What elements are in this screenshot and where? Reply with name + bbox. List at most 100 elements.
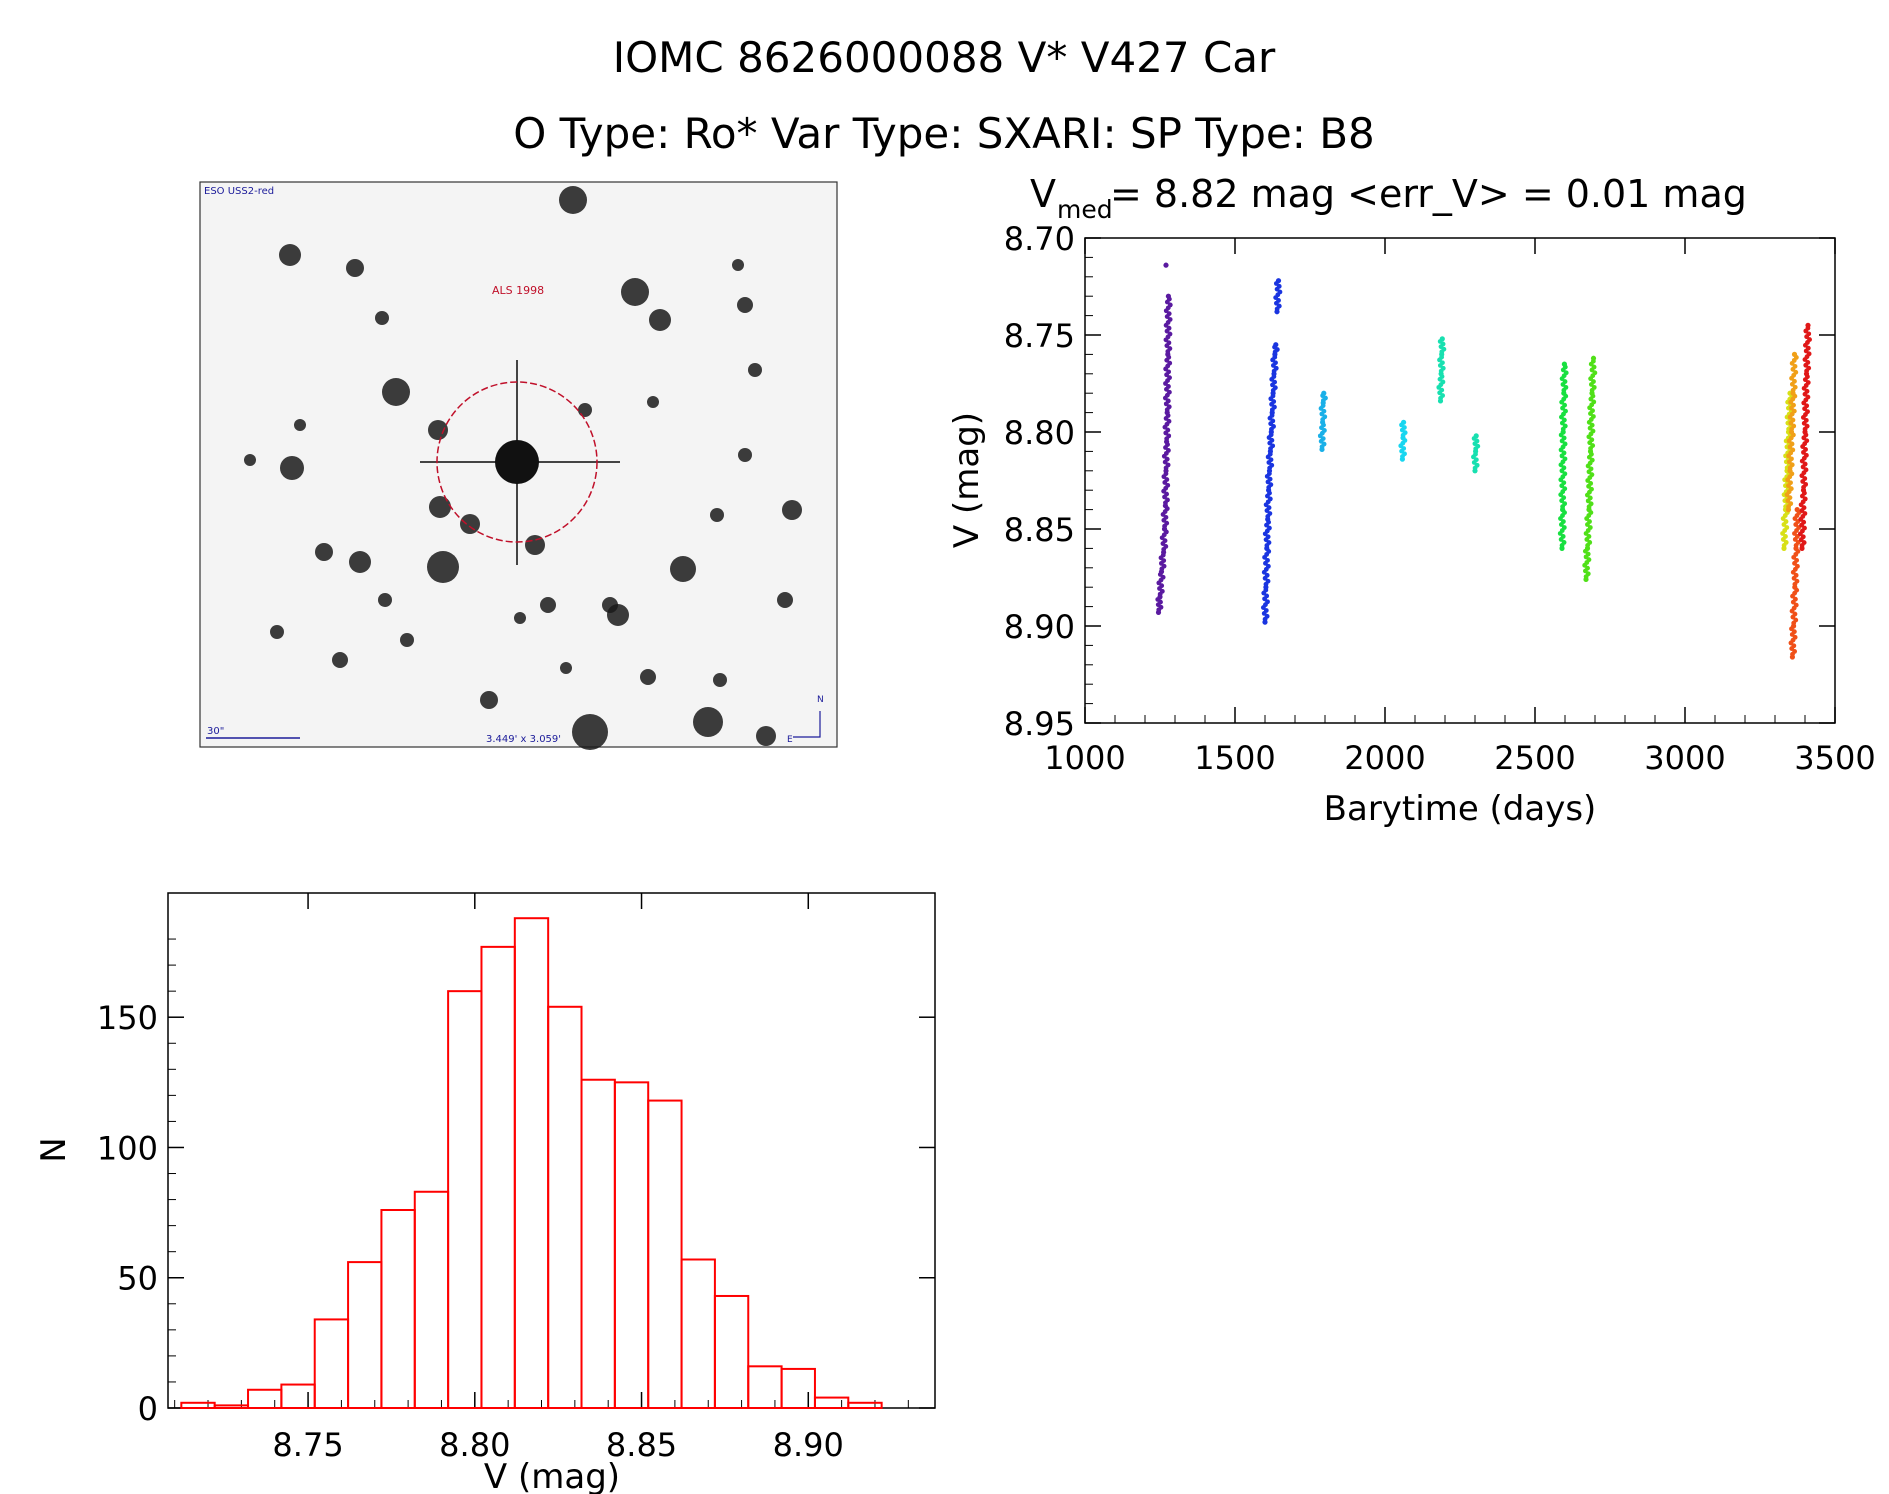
lc-point — [1166, 340, 1172, 346]
lc-point — [1266, 548, 1272, 554]
lc-point — [1166, 354, 1172, 360]
lc-point — [1167, 346, 1173, 351]
lc-point — [1792, 384, 1798, 390]
field-star — [428, 420, 448, 440]
lc-xtick-label: 3500 — [1794, 739, 1875, 777]
lc-point — [1793, 354, 1799, 360]
lc-frame — [1084, 237, 1836, 724]
lc-point — [1167, 317, 1173, 322]
lc-point — [1802, 511, 1808, 516]
hist-bar — [213, 1404, 250, 1410]
lc-point — [1166, 433, 1172, 439]
lc-point — [1561, 465, 1567, 471]
lc-title-med: med — [1057, 195, 1113, 224]
lc-point — [1589, 472, 1595, 478]
lc-point — [1784, 525, 1790, 530]
lc-point — [1264, 593, 1270, 599]
hist-bar — [613, 1081, 650, 1410]
lc-point — [1783, 519, 1789, 524]
lc-point — [1587, 525, 1593, 530]
lc-point — [1267, 451, 1273, 457]
lc-point — [1783, 534, 1788, 539]
lc-point — [1269, 412, 1275, 418]
lc-point — [1794, 587, 1800, 593]
lc-point — [1804, 438, 1810, 444]
lc-ytick-label: 8.85 — [1004, 511, 1075, 549]
field-star — [294, 419, 306, 431]
field-star — [756, 726, 776, 746]
hist-bar — [380, 1209, 416, 1409]
lc-point — [1790, 417, 1796, 423]
hist-bar — [547, 1005, 583, 1410]
lc-point — [1165, 482, 1171, 488]
hist-bar — [580, 1078, 616, 1409]
lc-point — [1793, 617, 1799, 623]
field-star — [649, 309, 671, 331]
lc-point — [1562, 510, 1567, 515]
lc-point — [1167, 360, 1173, 366]
lc-point — [1800, 534, 1806, 540]
lc-point — [1582, 548, 1588, 554]
lc-point — [1802, 476, 1808, 481]
lc-point — [1788, 486, 1794, 492]
hist-bar — [647, 1099, 683, 1410]
compass-icon — [793, 711, 821, 738]
lc-point — [1402, 438, 1408, 443]
lc-point — [1167, 302, 1173, 308]
lc-point — [1794, 578, 1800, 584]
lc-xtick-label: 2000 — [1344, 739, 1425, 777]
lc-point — [1160, 552, 1166, 558]
lc-point — [1272, 354, 1278, 360]
field-star — [621, 278, 649, 306]
light-curve-plot: V med = 8.82 mag <err_V> = 0.01 mag 8.70… — [947, 172, 1876, 829]
lc-point — [1801, 519, 1807, 525]
lc-point — [1795, 540, 1801, 545]
field-star — [279, 244, 301, 266]
lc-point — [1439, 374, 1445, 379]
lc-y-axis: 8.70 8.75 8.80 8.85 8.90 8.95 — [1004, 220, 1835, 743]
lc-xtick-label: 3000 — [1644, 739, 1725, 777]
lc-point — [1167, 389, 1172, 395]
lc-ytick-label: 8.80 — [1004, 414, 1075, 452]
lc-point — [1266, 519, 1272, 525]
lc-point — [1266, 471, 1272, 476]
lc-point — [1562, 471, 1568, 477]
lc-point — [1801, 505, 1807, 511]
field-star — [713, 673, 727, 687]
lc-xlabel: Barytime (days) — [1324, 789, 1597, 829]
finder-survey-label: ESO USS2-red — [204, 186, 274, 197]
lc-point — [1793, 596, 1798, 602]
target-marker-circle — [436, 381, 598, 543]
lc-point — [1164, 456, 1170, 462]
lc-point — [1265, 534, 1271, 540]
lc-point — [1793, 572, 1799, 578]
figure-title: IOMC 8626000088 V* V427 Car — [613, 33, 1276, 82]
lc-point — [1163, 471, 1169, 477]
hist-bar — [180, 1401, 216, 1409]
lc-point — [1268, 432, 1274, 438]
hist-xtick-label: 8.85 — [606, 1426, 677, 1464]
lc-point — [1561, 417, 1567, 423]
lc-point — [1155, 597, 1161, 602]
lc-point — [1165, 497, 1170, 503]
field-star — [270, 625, 284, 639]
lc-point — [1561, 525, 1567, 530]
field-star — [382, 378, 410, 406]
lc-point — [1591, 399, 1597, 405]
field-star — [782, 500, 802, 520]
hist-bar — [247, 1388, 283, 1410]
field-star — [244, 454, 256, 466]
hist-ytick-label: 100 — [97, 1129, 158, 1167]
lc-point — [1795, 548, 1801, 554]
lc-point — [1267, 525, 1272, 531]
field-star — [400, 633, 414, 647]
lc-point — [1793, 602, 1799, 608]
lc-point — [1267, 496, 1273, 502]
hist-ytick-label: 150 — [97, 999, 158, 1037]
lc-point — [1163, 529, 1169, 535]
hist-frame — [167, 892, 936, 1409]
hist-bar — [513, 917, 550, 1409]
lc-point — [1805, 394, 1811, 400]
lc-point — [1590, 428, 1596, 434]
lc-point — [1589, 422, 1595, 428]
